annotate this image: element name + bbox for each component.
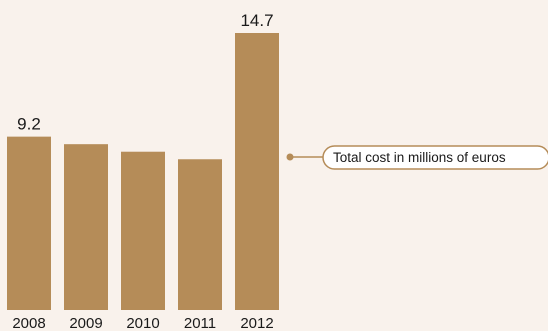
bar-2009 xyxy=(64,144,108,310)
bars-group xyxy=(7,33,279,310)
annotation-callout: Total cost in millions of euros xyxy=(286,145,548,170)
value-label-2008: 9.2 xyxy=(17,115,41,134)
x-tick-label-2011: 2011 xyxy=(184,315,216,331)
x-tick-label-2009: 2009 xyxy=(69,315,102,331)
x-tick-label-2012: 2012 xyxy=(240,315,273,331)
bar-2008 xyxy=(7,136,51,310)
x-tick-labels-group: 2008 2009 2010 2011 2012 xyxy=(12,315,273,331)
value-labels-group: 9.2 14.7 xyxy=(17,11,273,134)
bar-2012 xyxy=(235,33,279,310)
x-tick-label-2010: 2010 xyxy=(126,315,159,331)
value-label-2012: 14.7 xyxy=(240,11,273,30)
annotation-text: Total cost in millions of euros xyxy=(333,150,506,165)
bar-2010 xyxy=(121,151,165,310)
annotation-box xyxy=(322,145,548,170)
x-tick-label-2008: 2008 xyxy=(12,315,45,331)
annotation-dot xyxy=(286,153,294,161)
bar-2011 xyxy=(178,159,222,310)
